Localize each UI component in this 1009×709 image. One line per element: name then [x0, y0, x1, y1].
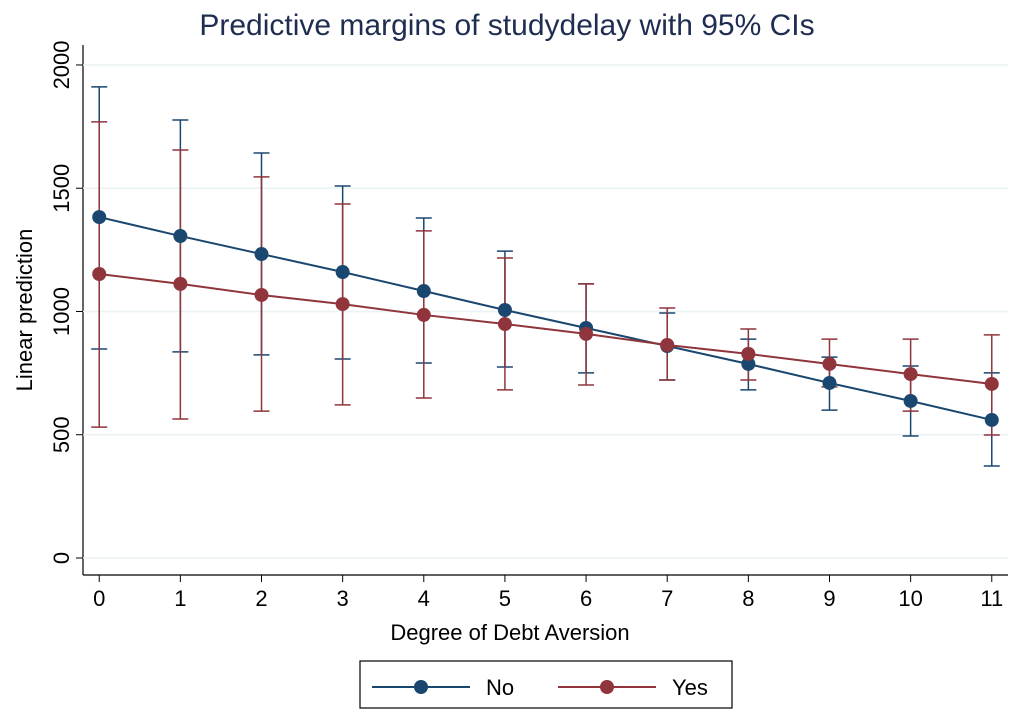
- point: [254, 287, 269, 302]
- x-tick-label: 1: [174, 586, 186, 611]
- y-axis-label: Linear prediction: [12, 229, 37, 392]
- point: [822, 375, 837, 390]
- point: [173, 276, 188, 291]
- x-tick-label: 11: [980, 586, 1003, 611]
- legend-marker: [600, 680, 614, 694]
- point: [335, 297, 350, 312]
- point: [822, 356, 837, 371]
- y-tick-label: 1500: [49, 164, 74, 213]
- x-tick-label: 6: [580, 586, 592, 611]
- point: [903, 367, 918, 382]
- chart-title: Predictive margins of studydelay with 95…: [199, 9, 814, 42]
- point: [92, 267, 107, 282]
- x-axis-label: Degree of Debt Aversion: [390, 620, 629, 645]
- point: [741, 356, 756, 371]
- legend-label: No: [486, 675, 514, 700]
- point: [660, 338, 675, 353]
- point: [579, 326, 594, 341]
- legend-marker: [414, 680, 428, 694]
- point: [984, 376, 999, 391]
- y-tick-label: 1000: [49, 287, 74, 336]
- legend-label: Yes: [672, 675, 708, 700]
- x-tick-label: 3: [337, 586, 349, 611]
- y-tick-label: 500: [49, 416, 74, 453]
- y-tick-label: 2000: [49, 40, 74, 89]
- x-tick-label: 5: [499, 586, 511, 611]
- x-tick-label: 4: [418, 586, 430, 611]
- point: [335, 265, 350, 280]
- point: [173, 229, 188, 244]
- x-tick-label: 7: [661, 586, 673, 611]
- point: [741, 346, 756, 361]
- point: [254, 247, 269, 262]
- x-tick-label: 10: [898, 586, 922, 611]
- point: [416, 284, 431, 299]
- series-line: [99, 216, 992, 421]
- x-tick-label: 8: [742, 586, 754, 611]
- x-tick-label: 9: [823, 586, 835, 611]
- point: [984, 412, 999, 427]
- point: [497, 317, 512, 332]
- point: [416, 307, 431, 322]
- x-tick-label: 2: [255, 586, 267, 611]
- x-tick-label: 0: [93, 586, 105, 611]
- point: [497, 303, 512, 317]
- series-line: [99, 273, 992, 385]
- point: [903, 393, 918, 408]
- point: [92, 210, 107, 225]
- y-tick-label: 0: [49, 552, 74, 564]
